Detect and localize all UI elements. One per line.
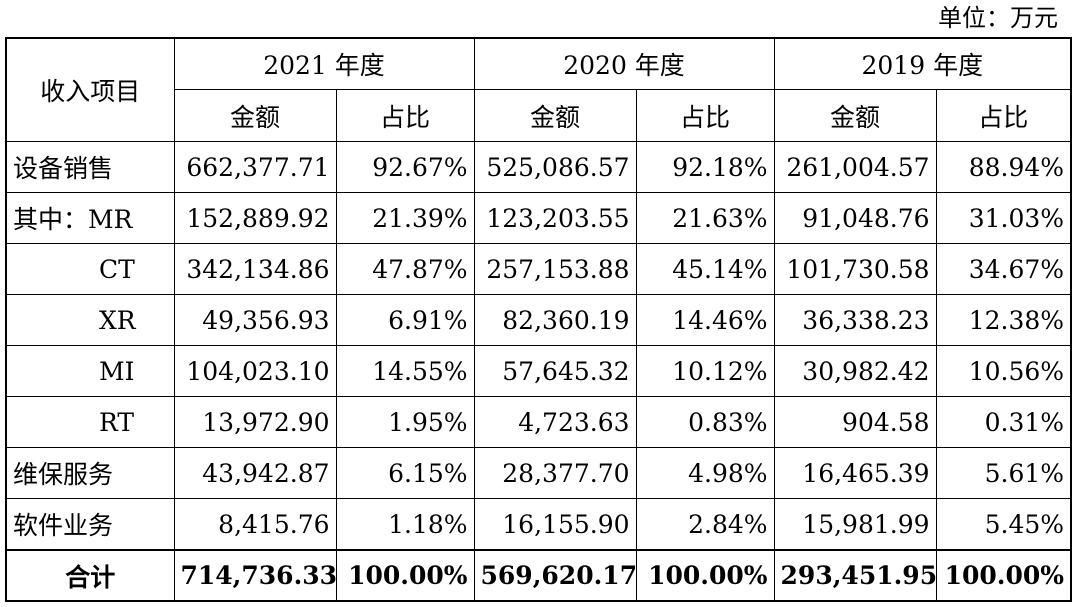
total-amount: 293,451.95	[773, 549, 937, 602]
cell-share: 88.94%	[935, 141, 1072, 193]
total-label: 合计	[5, 549, 175, 602]
header-amount: 金额	[773, 89, 937, 142]
total-amount: 569,620.17	[473, 549, 637, 602]
cell-share: 0.31%	[935, 396, 1072, 448]
cell-amount: 662,377.71	[173, 141, 337, 193]
cell-amount: 36,338.23	[773, 294, 937, 346]
cell-amount: 57,645.32	[473, 345, 637, 397]
cell-amount: 904.58	[773, 396, 937, 448]
header-item: 收入项目	[5, 37, 175, 142]
table-row: 其中：MR 152,889.92 21.39% 123,203.55 21.63…	[5, 192, 1072, 244]
total-share: 100.00%	[635, 549, 775, 602]
row-label: CT	[5, 243, 175, 295]
table-row: 软件业务 8,415.76 1.18% 16,155.90 2.84% 15,9…	[5, 498, 1072, 551]
cell-share: 6.91%	[335, 294, 475, 346]
cell-amount: 28,377.70	[473, 447, 637, 499]
row-label: MI	[5, 345, 175, 397]
revenue-table: 收入项目 2021 年度 2020 年度 2019 年度 金额 占比 金额 占比…	[5, 37, 1073, 602]
cell-share: 0.83%	[635, 396, 775, 448]
header-share: 占比	[935, 89, 1072, 142]
table-row: 设备销售 662,377.71 92.67% 525,086.57 92.18%…	[5, 141, 1072, 193]
cell-amount: 8,415.76	[173, 498, 337, 551]
cell-amount: 16,155.90	[473, 498, 637, 551]
cell-amount: 4,723.63	[473, 396, 637, 448]
cell-amount: 342,134.86	[173, 243, 337, 295]
cell-amount: 152,889.92	[173, 192, 337, 244]
cell-amount: 43,942.87	[173, 447, 337, 499]
header-amount: 金额	[473, 89, 637, 142]
header-row-years: 收入项目 2021 年度 2020 年度 2019 年度	[5, 37, 1072, 142]
cell-share: 2.84%	[635, 498, 775, 551]
cell-amount: 49,356.93	[173, 294, 337, 346]
cell-amount: 91,048.76	[773, 192, 937, 244]
cell-share: 21.63%	[635, 192, 775, 244]
cell-share: 10.56%	[935, 345, 1072, 397]
cell-amount: 123,203.55	[473, 192, 637, 244]
cell-share: 92.67%	[335, 141, 475, 193]
cell-share: 21.39%	[335, 192, 475, 244]
cell-share: 5.45%	[935, 498, 1072, 551]
table-row: CT 342,134.86 47.87% 257,153.88 45.14% 1…	[5, 243, 1072, 295]
cell-amount: 13,972.90	[173, 396, 337, 448]
header-year-2021: 2021 年度	[173, 37, 475, 90]
cell-share: 47.87%	[335, 243, 475, 295]
cell-amount: 15,981.99	[773, 498, 937, 551]
total-share: 100.00%	[935, 549, 1072, 602]
header-share: 占比	[635, 89, 775, 142]
table-row: MI 104,023.10 14.55% 57,645.32 10.12% 30…	[5, 345, 1072, 397]
row-label: 设备销售	[5, 141, 175, 193]
cell-share: 12.38%	[935, 294, 1072, 346]
cell-amount: 16,465.39	[773, 447, 937, 499]
total-row: 合计 714,736.33 100.00% 569,620.17 100.00%…	[5, 549, 1072, 602]
cell-share: 6.15%	[335, 447, 475, 499]
row-label: 软件业务	[5, 498, 175, 551]
cell-share: 34.67%	[935, 243, 1072, 295]
cell-share: 1.18%	[335, 498, 475, 551]
cell-amount: 30,982.42	[773, 345, 937, 397]
row-label: 其中：MR	[5, 192, 175, 244]
cell-amount: 82,360.19	[473, 294, 637, 346]
cell-share: 14.55%	[335, 345, 475, 397]
cell-amount: 101,730.58	[773, 243, 937, 295]
cell-amount: 261,004.57	[773, 141, 937, 193]
table-row: XR 49,356.93 6.91% 82,360.19 14.46% 36,3…	[5, 294, 1072, 346]
cell-share: 92.18%	[635, 141, 775, 193]
cell-share: 10.12%	[635, 345, 775, 397]
cell-share: 31.03%	[935, 192, 1072, 244]
cell-share: 45.14%	[635, 243, 775, 295]
header-amount: 金额	[173, 89, 337, 142]
row-label: RT	[5, 396, 175, 448]
table-row: RT 13,972.90 1.95% 4,723.63 0.83% 904.58…	[5, 396, 1072, 448]
total-share: 100.00%	[335, 549, 475, 602]
header-year-2019: 2019 年度	[773, 37, 1072, 90]
cell-share: 1.95%	[335, 396, 475, 448]
unit-label: 单位：万元	[938, 4, 1058, 32]
cell-share: 14.46%	[635, 294, 775, 346]
cell-amount: 257,153.88	[473, 243, 637, 295]
row-label: XR	[5, 294, 175, 346]
row-label: 维保服务	[5, 447, 175, 499]
cell-amount: 104,023.10	[173, 345, 337, 397]
table-row: 维保服务 43,942.87 6.15% 28,377.70 4.98% 16,…	[5, 447, 1072, 499]
cell-share: 4.98%	[635, 447, 775, 499]
cell-share: 5.61%	[935, 447, 1072, 499]
header-share: 占比	[335, 89, 475, 142]
total-amount: 714,736.33	[173, 549, 337, 602]
cell-amount: 525,086.57	[473, 141, 637, 193]
header-year-2020: 2020 年度	[473, 37, 775, 90]
